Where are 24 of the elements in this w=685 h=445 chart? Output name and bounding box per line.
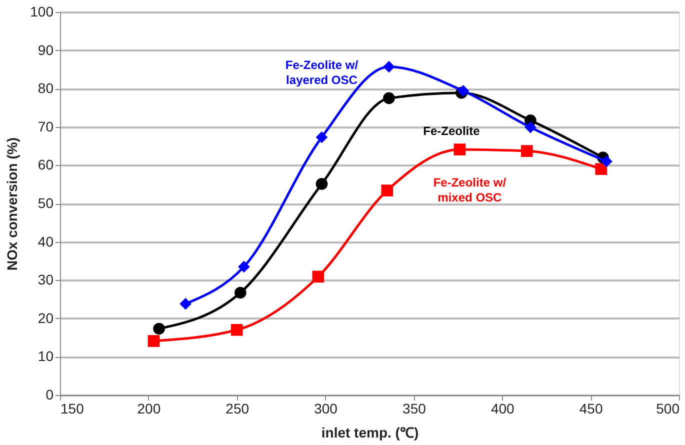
- x-tick-label: 450: [579, 400, 603, 416]
- series-label: Fe-Zeolite w/ mixed OSC: [433, 175, 507, 204]
- x-tick-label: 500: [656, 400, 680, 416]
- y-tick-label: 20: [38, 310, 54, 326]
- series-label: Fe-Zeolite w/ layered OSC: [285, 58, 359, 88]
- y-tick-label: 50: [38, 195, 54, 211]
- y-tick-label: 100: [30, 4, 54, 20]
- text: Fe-Zeolite: [423, 124, 480, 138]
- y-tick-label: 30: [38, 272, 54, 288]
- y-tick-label: 70: [38, 118, 54, 134]
- y-tick-label: 60: [38, 156, 54, 173]
- y-tick-label: 80: [38, 80, 54, 96]
- y-tick-label: 90: [38, 42, 54, 58]
- x-axis-title: inlet temp. (℃): [321, 424, 419, 440]
- x-tick-label: 250: [226, 400, 250, 416]
- y-tick-label: 10: [38, 348, 54, 364]
- x-tick-label: 150: [60, 400, 84, 416]
- y-axis-title: NOx conversion (%): [4, 137, 20, 271]
- x-tick-label: 200: [137, 400, 161, 416]
- x-tick-label: 350: [402, 400, 426, 416]
- x-tick-label: 400: [490, 400, 515, 416]
- y-tick-label: 0: [46, 386, 54, 402]
- x-tick-label: 300: [314, 400, 338, 416]
- y-tick-label: 40: [38, 233, 54, 250]
